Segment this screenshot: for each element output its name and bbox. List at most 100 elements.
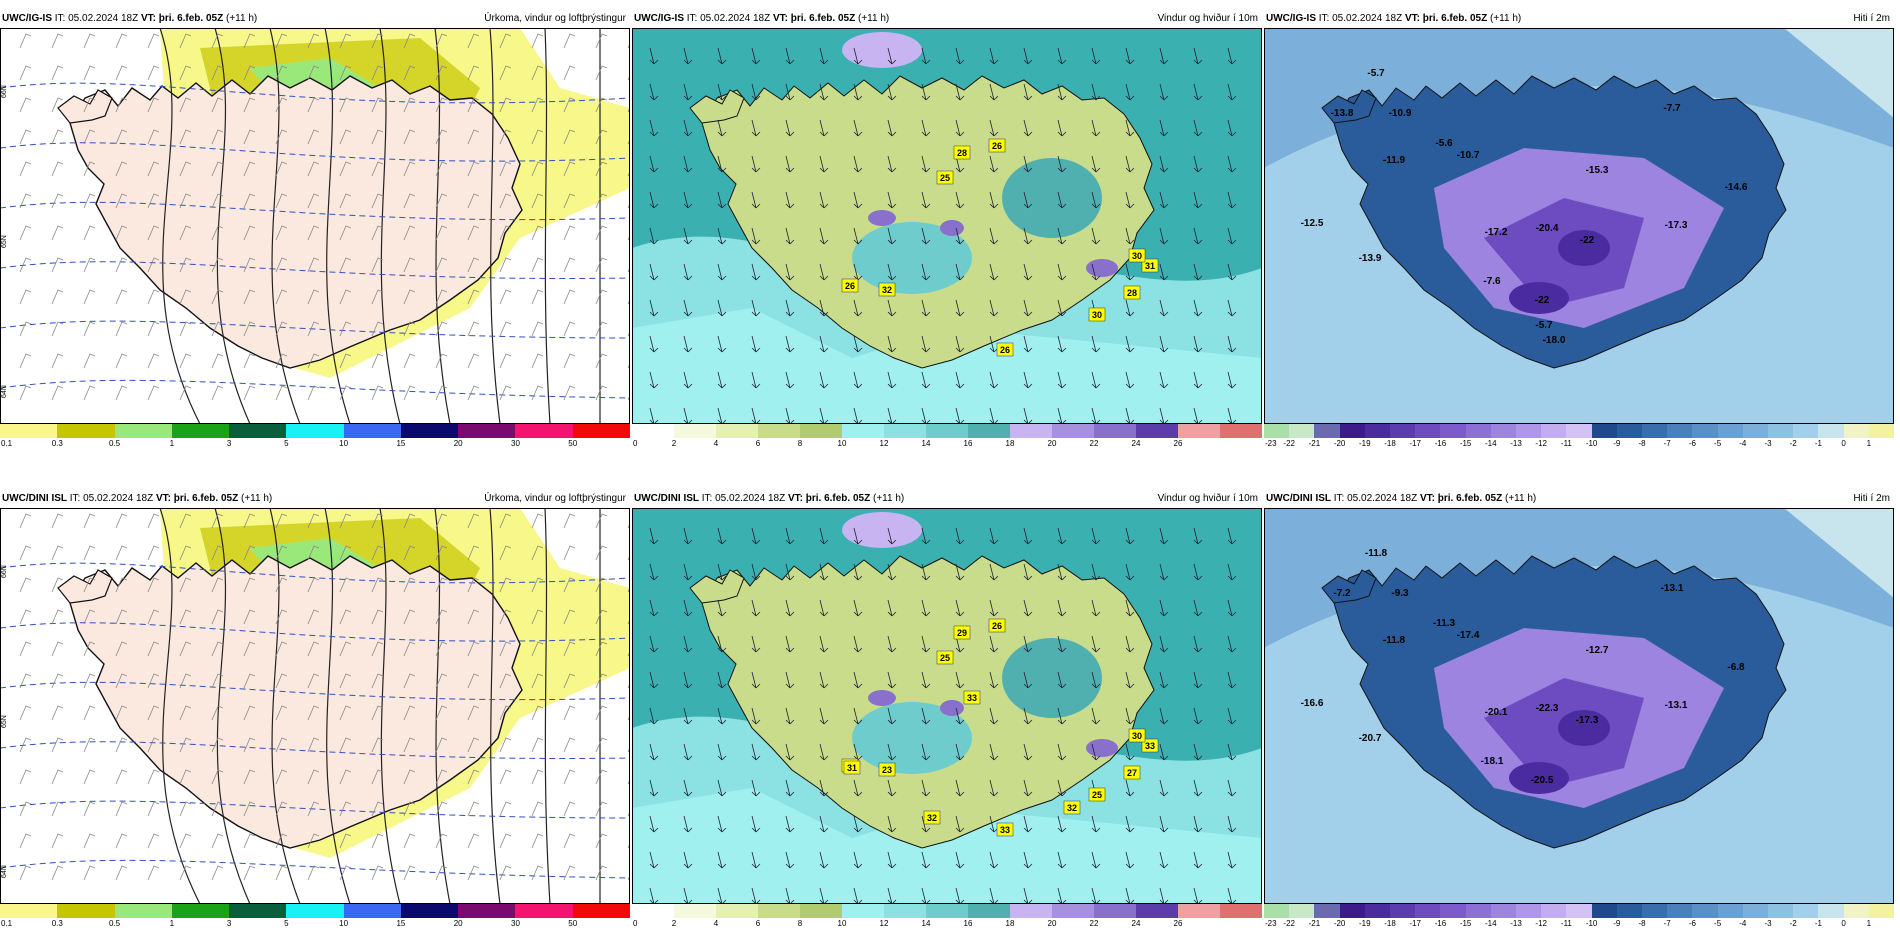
iceland-outline <box>701 75 1155 369</box>
wind-barb <box>531 737 544 753</box>
wind-barb <box>403 641 416 657</box>
wind-arrow <box>717 191 727 209</box>
wind-barb <box>19 289 32 305</box>
isotherm-line <box>0 201 630 221</box>
colorbar-tick-label: 6 <box>755 919 761 928</box>
wind-barb <box>211 705 224 721</box>
wind-barb <box>403 321 416 337</box>
colorbar-swatch <box>515 904 573 918</box>
wind-arrow <box>1091 743 1101 761</box>
wind-arrow <box>751 371 761 389</box>
wind-barb <box>147 577 160 593</box>
colorbar-tick-label: -6 <box>1688 919 1696 928</box>
wind-arrow <box>683 119 693 137</box>
colorbar-swatch <box>1094 424 1136 438</box>
colorbar-tick-label: -9 <box>1613 919 1621 928</box>
wind-arrow <box>717 671 727 689</box>
colorbar-swatch <box>1314 904 1340 918</box>
temperature-value-label: -17.4 <box>1457 630 1480 641</box>
colorbar-tick-label: 26 <box>1173 919 1183 928</box>
wind-barb <box>83 833 96 849</box>
wind-barb <box>339 225 352 241</box>
wind-arrow <box>921 851 931 869</box>
wind-barb <box>275 769 288 785</box>
wind-barb <box>339 865 352 881</box>
wind-barb <box>403 385 416 401</box>
wind-arrow <box>1125 299 1135 317</box>
wind-barb <box>595 385 608 401</box>
wind-barb <box>467 321 480 337</box>
wind-arrow <box>1023 227 1033 245</box>
colorbar-tick-label: 2 <box>671 439 677 448</box>
gust-value-label: 30 <box>1128 728 1146 743</box>
colorbar-swatch <box>674 424 716 438</box>
colorbar-swatch <box>229 904 287 918</box>
gust-value-label: 31 <box>843 760 861 775</box>
wind-barb <box>371 65 384 81</box>
temp-area <box>1264 28 1894 168</box>
wind-barb <box>499 705 512 721</box>
wind-arrow <box>887 527 897 545</box>
wind-barb <box>19 225 32 241</box>
colorbar-swatch <box>1264 424 1290 438</box>
colorbar-swatch <box>1742 424 1769 438</box>
wind-arrow <box>649 563 659 581</box>
model-name: UWC/IG-IS <box>634 13 684 24</box>
temperature-value-label: -5.7 <box>1535 320 1553 331</box>
iceland-outline <box>69 75 523 369</box>
wind-arrow <box>1159 155 1169 173</box>
wind-arrow <box>819 599 829 617</box>
wind-barb <box>531 769 544 785</box>
wind-arrow <box>649 635 659 653</box>
wind-barb <box>19 833 32 849</box>
wind-barb <box>467 129 480 145</box>
wind-barb <box>243 801 256 817</box>
wind-barb <box>371 865 384 881</box>
wind-barb <box>147 833 160 849</box>
colorbar-swatch <box>1314 424 1340 438</box>
wind-arrow <box>989 263 999 281</box>
colorbar <box>0 904 630 918</box>
wind-arrow <box>921 671 931 689</box>
temperature-value-label: -17.2 <box>1485 227 1508 238</box>
colorbar-tick-label: 4 <box>713 439 719 448</box>
wind-arrow <box>887 851 897 869</box>
isobar-line <box>214 508 251 904</box>
temp-area <box>1558 230 1610 266</box>
wind-arrow <box>1057 299 1067 317</box>
wind-arrow <box>989 191 999 209</box>
colorbar-tick-label: -5 <box>1714 439 1722 448</box>
wind-barb <box>51 769 64 785</box>
wind-barb <box>563 641 576 657</box>
wind-barb <box>19 609 32 625</box>
wind-arrow <box>785 263 795 281</box>
colorbar-swatch <box>1094 904 1136 918</box>
isotherm-line <box>0 142 630 162</box>
wind-arrow <box>649 299 659 317</box>
wind-barb <box>147 33 160 49</box>
wind-barb <box>371 609 384 625</box>
wind-barb <box>275 193 288 209</box>
wind-arrow <box>853 851 863 869</box>
wind-barb <box>307 193 320 209</box>
wind-arrow <box>921 191 931 209</box>
panel-title: Úrkoma, vindur og loftþrýstingur <box>484 13 626 24</box>
wind-barb <box>371 193 384 209</box>
wind-barb <box>435 257 448 273</box>
wind-arrow <box>989 599 999 617</box>
wind-barb <box>531 545 544 561</box>
wind-arrow <box>1125 671 1135 689</box>
wind-barb <box>467 385 480 401</box>
wind-arrow <box>819 263 829 281</box>
wind-arrow <box>717 527 727 545</box>
wind-arrow <box>717 47 727 65</box>
temperature-value-label: -11.3 <box>1433 618 1456 629</box>
wind-arrow <box>1193 635 1203 653</box>
wind-barb <box>531 257 544 273</box>
wind-arrow <box>717 743 727 761</box>
colorbar-swatch <box>1052 424 1094 438</box>
colorbar-swatch <box>1566 904 1592 918</box>
wind-barb <box>51 321 64 337</box>
isotherm-line <box>0 379 630 399</box>
wind-arrow <box>1091 47 1101 65</box>
